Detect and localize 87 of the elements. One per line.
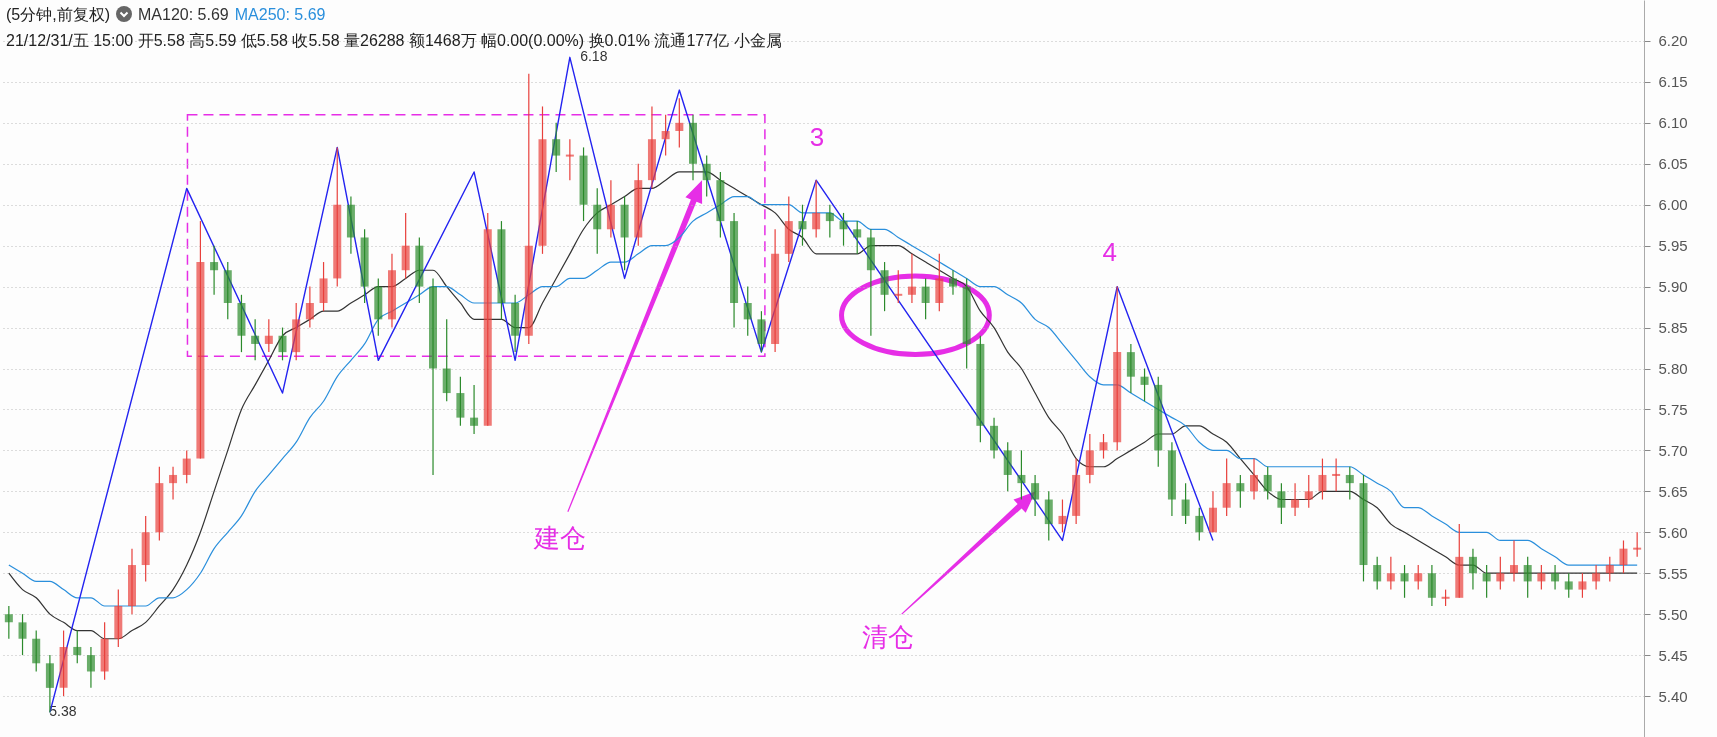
candlestick: [921, 277, 930, 320]
candlestick: [1318, 457, 1327, 501]
candlestick: [1236, 474, 1245, 509]
chart-title: (5分钟,前复权): [6, 6, 110, 23]
candlestick: [4, 605, 13, 640]
y-tick-label: 5.85: [1658, 319, 1688, 337]
y-tick-label: 5.75: [1658, 400, 1688, 418]
candlestick: [1373, 556, 1382, 591]
annotation: 3: [809, 122, 825, 153]
candlestick: [907, 253, 916, 304]
candlestick: [1195, 507, 1204, 542]
y-tick-label: 5.50: [1658, 605, 1688, 623]
candlestick: [1181, 482, 1190, 525]
candlestick: [839, 212, 848, 247]
candlestick: [1523, 556, 1532, 599]
y-tick-label: 5.55: [1658, 564, 1688, 582]
candlestick: [1578, 572, 1587, 599]
candlestick: [743, 286, 752, 337]
candlestick: [1345, 466, 1354, 501]
candlestick: [1633, 531, 1642, 558]
y-tick-label: 5.80: [1658, 360, 1688, 377]
candlestick: [1099, 433, 1108, 460]
candlestick: [1414, 564, 1423, 591]
candlestick: [894, 269, 903, 304]
candlestick: [702, 154, 711, 198]
candlestick: [169, 466, 178, 501]
y-tick-label: 5.60: [1658, 523, 1688, 541]
candlestick: [1386, 556, 1395, 591]
candlestick: [1140, 367, 1149, 402]
text: 21/12/31/五 15:00 开5.58 高5.59 低5.58 收5.58 量26288 额1468万 幅0.00(0.00%) 换0.01% 流通177亿 小金属: [6, 31, 782, 51]
candlestick: [1537, 564, 1546, 591]
candlestick: [798, 204, 807, 247]
y-tick-label: 6.15: [1658, 73, 1688, 91]
candlestick: [1468, 548, 1477, 591]
candlestick: [1592, 564, 1601, 591]
candlestick: [675, 97, 684, 148]
candlestick: [1263, 466, 1272, 501]
annotation: 建仓: [532, 523, 586, 554]
candlestick: [1510, 539, 1519, 583]
y-tick-label: 6.20: [1658, 32, 1688, 50]
candlestick: [1482, 564, 1491, 599]
y-tick-label: 5.65: [1658, 482, 1688, 500]
candlestick: [853, 220, 862, 255]
candlestick: [1619, 539, 1628, 574]
candlestick: [1250, 457, 1259, 501]
y-tick-label: 5.40: [1658, 687, 1688, 705]
annotation: MA250: 5.69: [234, 6, 326, 23]
candlestick: [18, 613, 27, 656]
candlestick: [1031, 474, 1040, 517]
candlestick: [1058, 498, 1067, 533]
candlestick: [264, 318, 273, 353]
candlestick: [182, 449, 191, 484]
y-tick-label: 5.95: [1658, 237, 1688, 255]
candlestick: [1291, 482, 1300, 517]
annotation: 4: [1102, 236, 1117, 267]
candlestick: [1304, 474, 1313, 509]
y-tick-label: 6.10: [1658, 114, 1688, 132]
y-tick-label: 5.45: [1658, 646, 1688, 664]
annotation: 5.38: [49, 703, 77, 720]
candlestick: [1277, 482, 1286, 525]
candlestick: [812, 179, 821, 239]
y-tick-label: 6.05: [1658, 155, 1688, 173]
candlestick: [1332, 457, 1341, 492]
y-tick-label: 5.70: [1658, 441, 1688, 459]
candlestick: [565, 138, 574, 181]
candlestick: [251, 318, 260, 361]
candlestick: [305, 286, 314, 329]
candlestick: [1017, 449, 1026, 501]
candlestick: [73, 629, 82, 664]
annotation: 清仓: [862, 621, 915, 652]
candlestick: [948, 269, 957, 296]
candlestick: [552, 122, 561, 173]
annotation: MA120: 5.69: [138, 6, 229, 23]
candlestick: [825, 204, 834, 239]
candlestick: [1496, 556, 1505, 591]
candlestick: [1400, 564, 1409, 599]
y-tick-label: 6.00: [1658, 196, 1688, 214]
candlestick: [1564, 572, 1573, 599]
candlestick: [86, 646, 95, 689]
candlestick: [210, 245, 219, 296]
annotation: 6.18: [580, 48, 608, 65]
candlestick: [661, 114, 670, 157]
candlestick: [278, 326, 287, 361]
candlestick: [470, 384, 479, 435]
candlestick: [1605, 556, 1614, 583]
y-tick-label: 5.90: [1658, 278, 1688, 296]
candlestick: [1551, 564, 1560, 591]
